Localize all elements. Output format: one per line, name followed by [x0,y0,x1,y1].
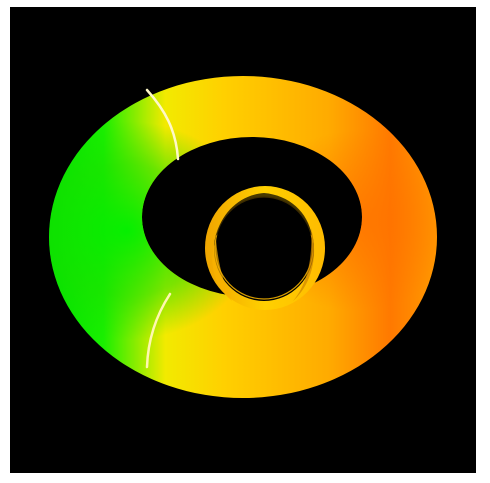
inner-ring-shadow [216,193,312,236]
torus-render [10,7,476,473]
upper-highlight-line [145,88,180,161]
left-inner-shading [212,240,232,301]
lower-highlight-line [145,292,172,369]
inner-hole [214,197,314,301]
render-panel [10,7,476,473]
right-inner-shading [293,228,315,301]
orange-side-glow [49,76,437,398]
